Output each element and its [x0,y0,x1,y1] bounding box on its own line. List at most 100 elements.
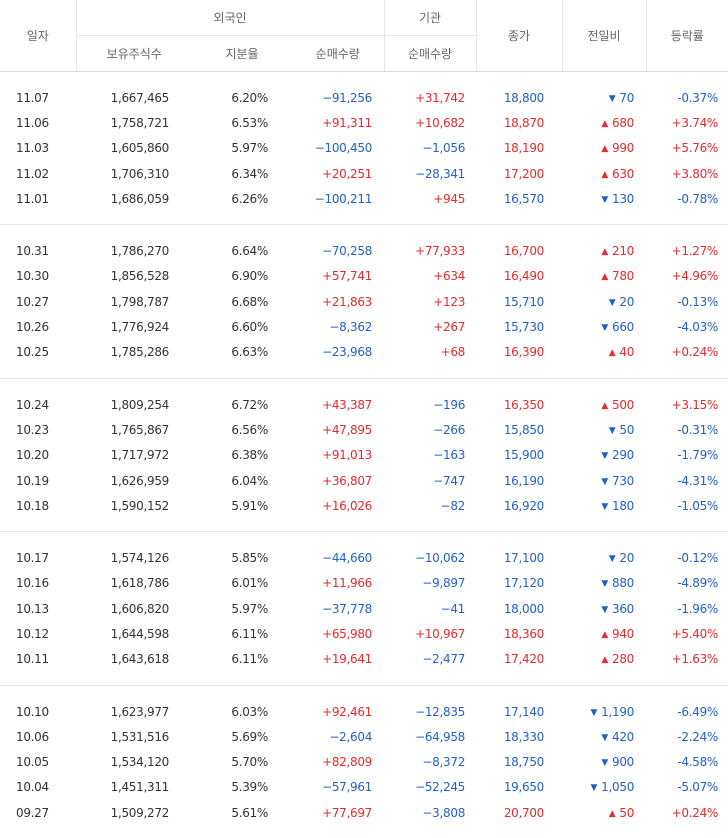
cell-holdings: 1,643,618 [110,652,170,667]
cell-change: ▲ 940 [562,621,646,646]
cell-close: 18,000 [503,601,545,616]
cell-holdings: 1,706,310 [110,166,170,181]
cell-institution-net: +10,967 [415,626,466,641]
cell-share: 5.91% [231,498,268,513]
cell-close: 15,710 [503,294,545,309]
table-row: 10.16 1,618,786 6.01% +11,966 −9,897 17,120 ▼ 8… [0,571,728,596]
cell-share: 5.70% [231,755,268,770]
table-row: 11.06 1,758,721 6.53% +91,311 +10,682 18,870 ▲… [0,110,728,135]
table-header: 일자 외국인 기관 종가 전일비 등락률 보유주식수 지분율 순매수량 순매수량 [0,0,728,72]
cell-rate: +3.74% [671,115,719,130]
cell-date: 10.10 [16,704,49,719]
cell-institution-net: −41 [440,601,466,616]
cell-share: 5.39% [231,780,268,795]
cell-share: 6.20% [231,90,268,105]
row-group: 10.24 1,809,254 6.72% +43,387 −196 16,350 ▲ 500… [0,378,728,532]
cell-holdings: 1,534,120 [110,755,170,770]
cell-rate: +3.15% [671,397,719,412]
down-triangle-icon: ▼ [601,194,609,205]
cell-rate: -4.03% [677,320,719,335]
change-value: 680 [612,115,635,130]
cell-rate: -0.78% [677,191,719,206]
table-row: 10.25 1,785,286 6.63% −23,968 +68 16,390 ▲ 40 +0… [0,340,728,379]
cell-share: 6.38% [231,448,268,463]
cell-date: 10.13 [16,601,49,616]
change-value: 630 [612,166,635,181]
cell-date: 11.06 [16,115,49,130]
cell-institution-net: −64,958 [415,729,466,744]
cell-change: ▼ 900 [562,750,646,775]
cell-rate: -0.31% [677,422,719,437]
change-value: 780 [612,269,635,284]
cell-close: 17,200 [503,166,545,181]
table-row: 10.20 1,717,972 6.38% +91,013 −163 15,900 ▼ 290… [0,443,728,468]
cell-holdings: 1,776,924 [110,320,170,335]
cell-share: 5.61% [231,805,268,820]
cell-date: 10.25 [16,345,49,360]
up-triangle-icon: ▲ [601,118,609,129]
cell-change: ▲ 780 [562,264,646,289]
cell-holdings: 1,686,059 [110,191,170,206]
cell-date: 10.30 [16,269,49,284]
row-group: 10.31 1,786,270 6.64% −70,258 +77,933 16,700 ▲… [0,225,728,379]
cell-holdings: 1,606,820 [110,601,170,616]
cell-share: 6.64% [231,244,268,259]
cell-holdings: 1,618,786 [110,576,170,591]
cell-foreign-net: +92,461 [322,704,373,719]
cell-share: 6.11% [231,626,268,641]
change-value: 210 [612,244,635,259]
cell-rate: +3.80% [671,166,719,181]
cell-change: ▼ 70 [562,72,646,111]
header-foreign-net: 순매수량 [292,35,385,72]
table-row: 10.05 1,534,120 5.70% +82,809 −8,372 18,750 ▼ 9… [0,750,728,775]
cell-rate: -0.12% [677,551,719,566]
table-row: 09.27 1,509,272 5.61% +77,697 −3,808 20,700 ▲ 5… [0,800,728,838]
cell-foreign-net: −2,604 [329,729,373,744]
cell-foreign-net: +21,863 [322,294,373,309]
cell-foreign-net: +82,809 [322,755,373,770]
cell-share: 6.04% [231,473,268,488]
cell-institution-net: −2,477 [422,652,466,667]
cell-close: 16,350 [503,397,545,412]
cell-close: 18,190 [503,141,545,156]
cell-rate: -1.79% [677,448,719,463]
cell-share: 5.97% [231,141,268,156]
down-triangle-icon: ▼ [601,758,609,769]
change-value: 420 [612,729,635,744]
cell-institution-net: −12,835 [415,704,466,719]
cell-change: ▲ 500 [562,378,646,417]
cell-institution-net: −1,056 [422,141,466,156]
cell-institution-net: +123 [433,294,466,309]
cell-holdings: 1,509,272 [110,805,170,820]
cell-change: ▲ 40 [562,340,646,379]
header-foreign: 외국인 [76,0,385,36]
cell-date: 10.18 [16,498,49,513]
cell-holdings: 1,644,598 [110,626,170,641]
cell-institution-net: +634 [433,269,466,284]
up-triangle-icon: ▲ [601,655,609,666]
table-row: 10.18 1,590,152 5.91% +16,026 −82 16,920 ▼ 180 -… [0,493,728,532]
cell-institution-net: −3,808 [422,805,466,820]
change-value: 730 [612,473,635,488]
cell-change: ▼ 130 [562,186,646,225]
up-triangle-icon: ▲ [601,272,609,283]
cell-foreign-net: −44,660 [322,551,373,566]
cell-date: 10.23 [16,422,49,437]
table-row: 10.17 1,574,126 5.85% −44,660 −10,062 17,100 ▼… [0,532,728,571]
header-close: 종가 [476,0,563,72]
cell-close: 17,120 [503,576,545,591]
cell-close: 18,360 [503,626,545,641]
cell-change: ▼ 730 [562,468,646,493]
change-value: 20 [619,294,635,309]
cell-close: 18,330 [503,729,545,744]
cell-foreign-net: −100,211 [314,191,373,206]
cell-share: 5.97% [231,601,268,616]
cell-close: 17,140 [503,704,545,719]
header-date: 일자 [0,0,77,72]
table-row: 11.01 1,686,059 6.26% −100,211 +945 16,570 ▼ 13… [0,186,728,225]
cell-share: 5.85% [231,551,268,566]
table-row: 10.12 1,644,598 6.11% +65,980 +10,967 18,360 ▲… [0,621,728,646]
change-value: 130 [612,191,635,206]
cell-foreign-net: +20,251 [322,166,373,181]
down-triangle-icon: ▼ [608,425,616,436]
